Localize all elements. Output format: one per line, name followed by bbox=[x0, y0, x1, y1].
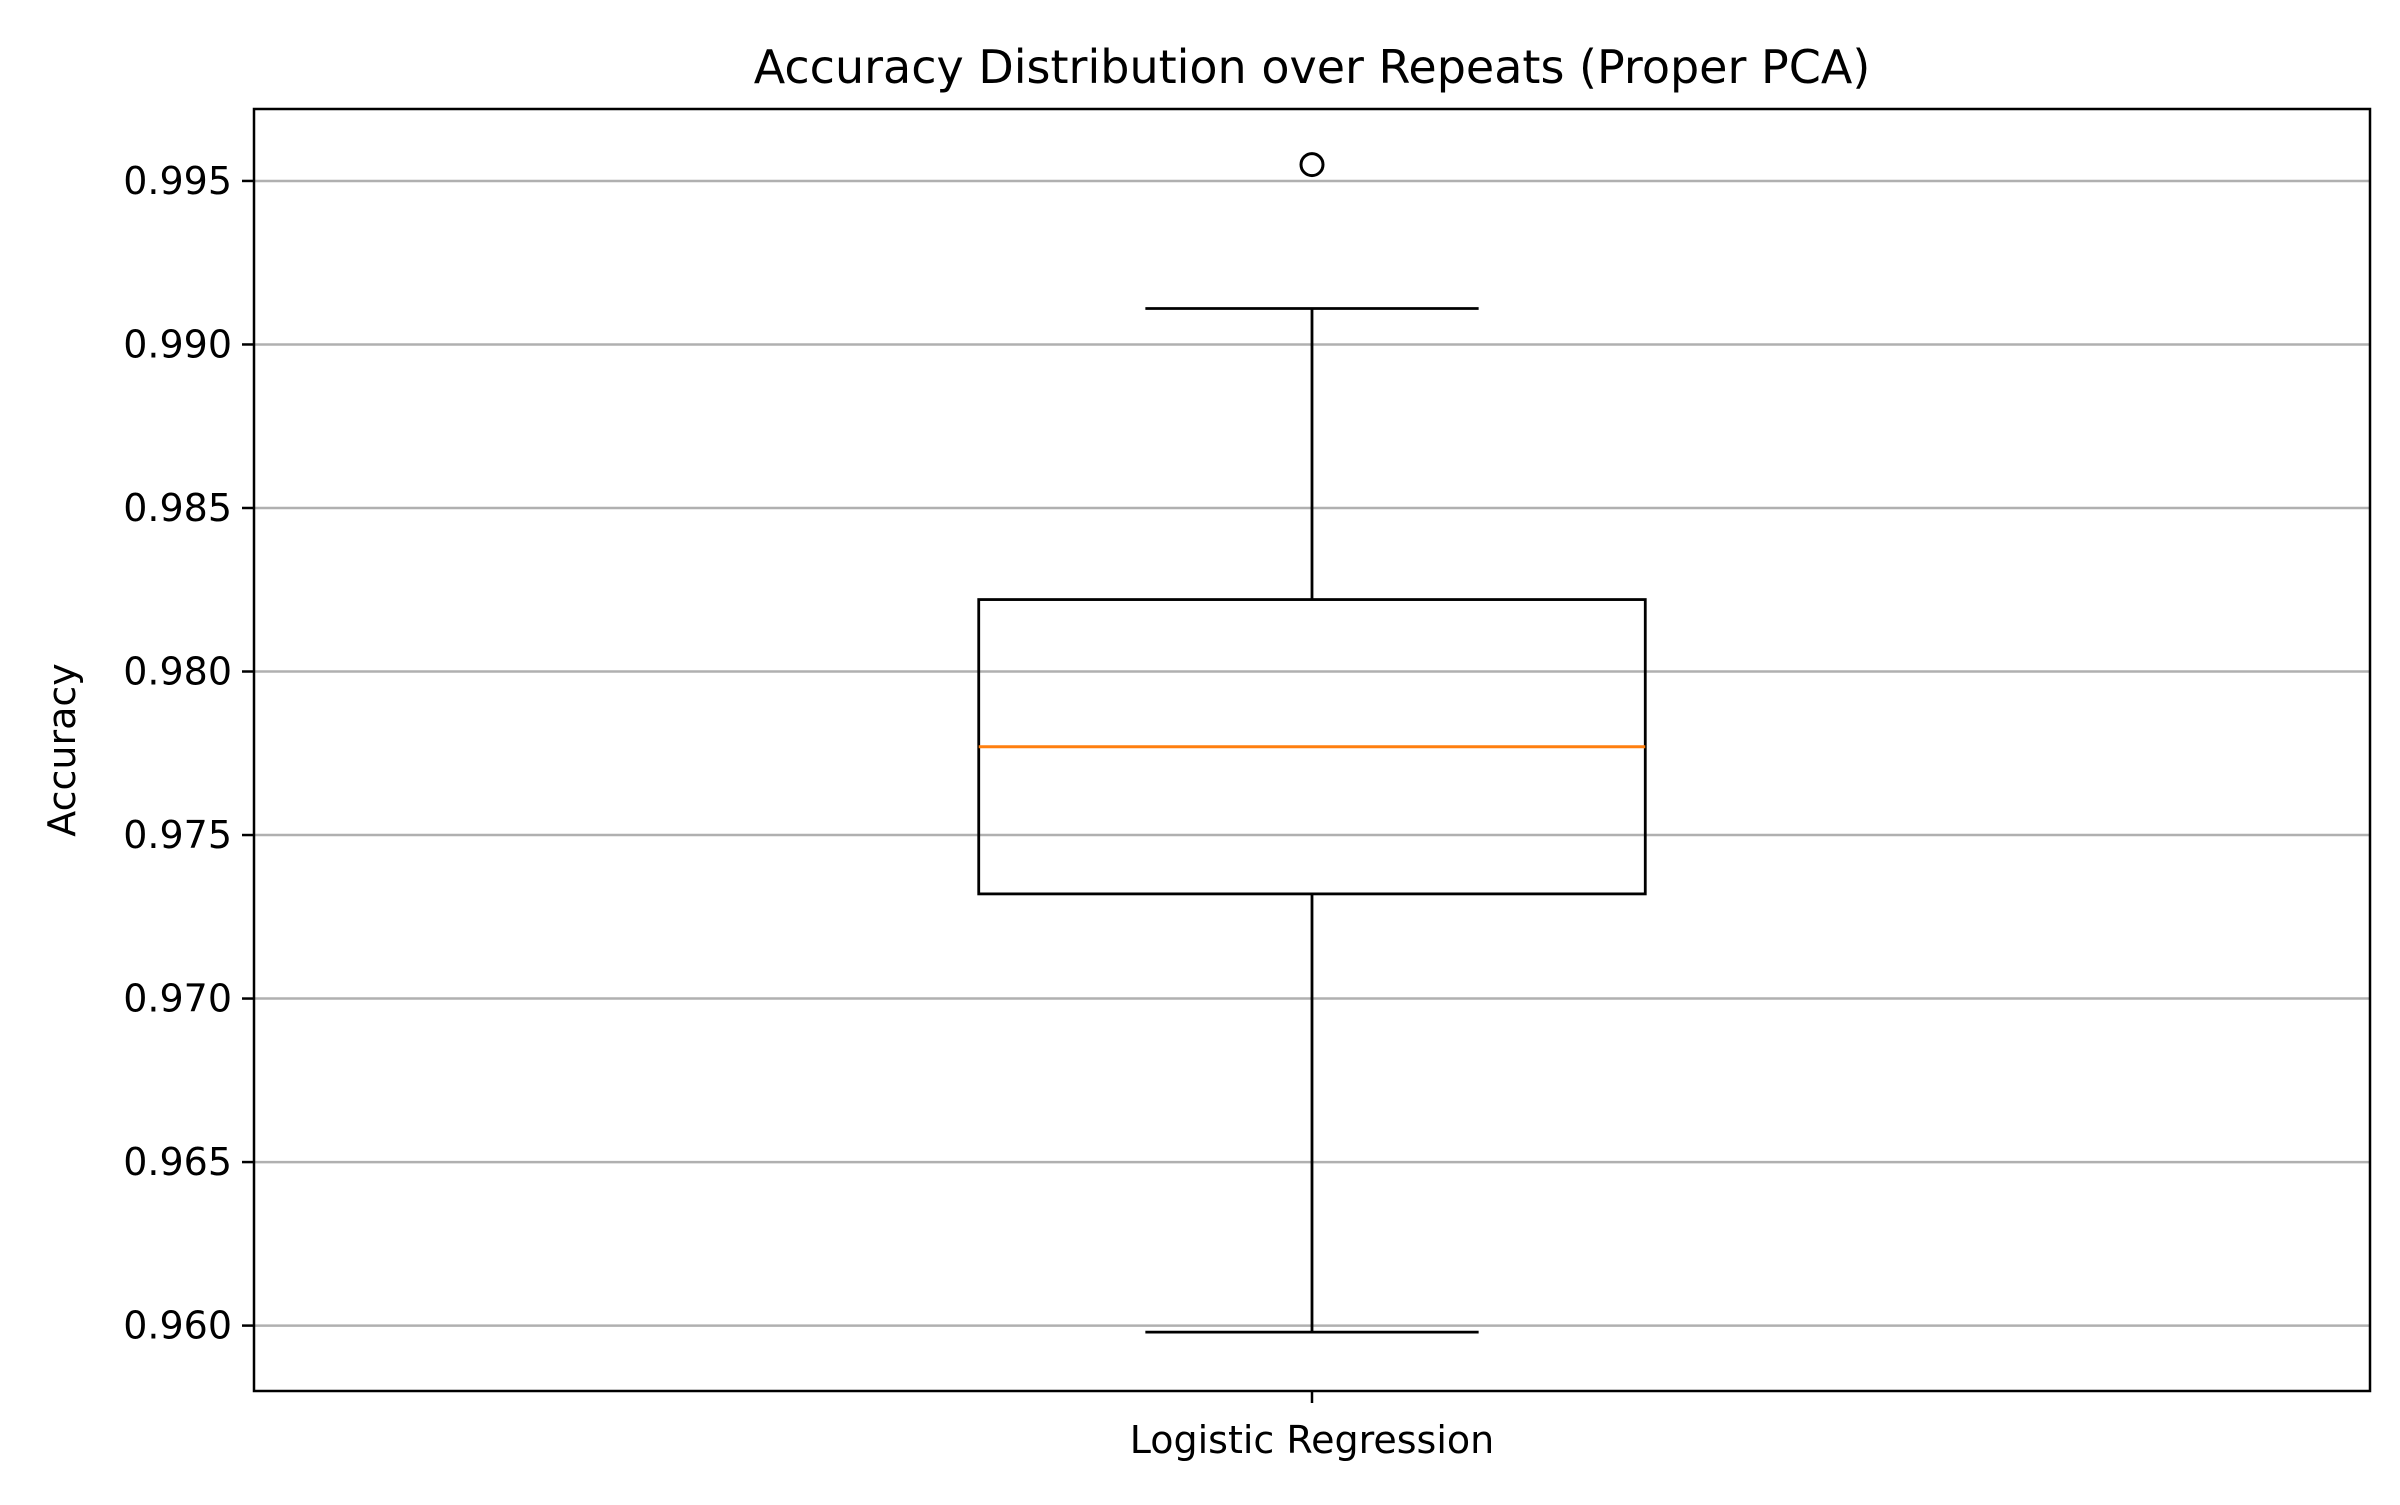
y-tick-label: 0.975 bbox=[123, 813, 232, 857]
y-ticks: 0.960 0.965 0.970 0.975 0.980 0.985 0.990 0.995 bbox=[123, 159, 254, 1348]
y-tick-label: 0.990 bbox=[123, 322, 232, 366]
y-axis-label: Accuracy bbox=[40, 663, 84, 837]
box-group bbox=[977, 152, 1647, 1334]
y-tick-label: 0.985 bbox=[123, 486, 232, 530]
y-tick-label: 0.995 bbox=[123, 159, 232, 203]
outlier-point bbox=[1299, 152, 1325, 178]
y-tick-label: 0.970 bbox=[123, 977, 232, 1021]
chart-title: Accuracy Distribution over Repeats (Prop… bbox=[754, 40, 1871, 94]
boxes bbox=[977, 152, 1647, 1334]
y-tick-label: 0.965 bbox=[123, 1140, 232, 1184]
y-tick-label: 0.980 bbox=[123, 650, 232, 694]
y-tick-label: 0.960 bbox=[123, 1304, 232, 1348]
x-tick-label: Logistic Regression bbox=[1130, 1418, 1495, 1462]
x-ticks: Logistic Regression bbox=[1130, 1391, 1495, 1462]
